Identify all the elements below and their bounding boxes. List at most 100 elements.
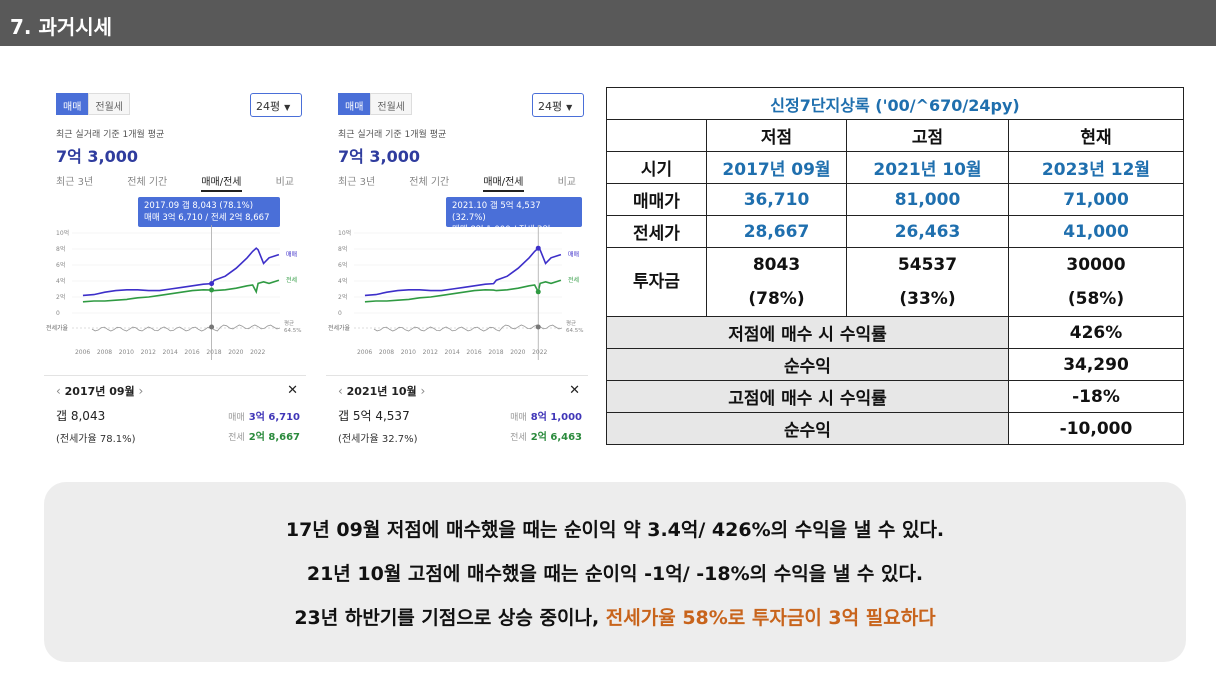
pyeong-value: 24평	[538, 100, 563, 113]
period-now: 2023년 12월	[1008, 151, 1184, 184]
col-header-now: 현재	[1008, 119, 1184, 152]
avg-label: 평균	[284, 320, 294, 327]
table-corner	[606, 119, 707, 152]
tab-sale[interactable]: 매매	[338, 93, 371, 115]
pyeong-value: 24평	[256, 100, 281, 113]
period-filters: 최근 3년 전체 기간 매매/전세 비교	[338, 173, 576, 192]
period-filters: 최근 3년 전체 기간 매매/전세 비교	[56, 173, 294, 192]
deal-type-tabs: 매매 전월세	[338, 93, 413, 115]
filter-sale-jeonse[interactable]: 매매/전세	[483, 173, 524, 192]
x-tick-label: 2014	[163, 349, 178, 356]
x-tick-label: 2006	[75, 349, 90, 356]
close-icon[interactable]: ✕	[569, 383, 580, 398]
selected-month: 2021년 10월	[346, 385, 417, 398]
x-tick-label: 2016	[184, 349, 199, 356]
average-price: 7억 3,000	[56, 147, 139, 166]
summary-value: 34,290	[1008, 348, 1184, 381]
invest-now: 30000 (58%)	[1008, 247, 1184, 317]
summary-label: 순수익	[606, 412, 1009, 445]
chevron-left-icon[interactable]: ‹	[56, 384, 61, 398]
invest-amount: 54537	[897, 255, 958, 275]
table-row: 저점에 매수 시 수익률 426%	[606, 316, 1184, 349]
sale-series-line	[364, 247, 562, 297]
price-chart[interactable]: 10억 8억 6억 4억 2억 0 2006 2008 2010 2012 2014 2016 2018…	[326, 225, 588, 360]
table-row: 순수익 34,290	[606, 348, 1184, 381]
avg-value: 64.5%	[284, 328, 301, 334]
average-label: 최근 실거래 기준 1개월 평균	[338, 130, 447, 140]
x-tick-label: 2010	[119, 349, 134, 356]
sale-value: 3억 6,710	[248, 412, 300, 423]
sale-marker-dot	[209, 281, 215, 287]
ratio-label: 전세가율	[46, 324, 69, 332]
invest-low: 8043 (78%)	[706, 247, 847, 317]
ratio-series-line	[91, 324, 281, 332]
chevron-right-icon[interactable]: ›	[420, 384, 426, 398]
table-title: 신정7단지상록 ('00/^670/24py)	[606, 87, 1184, 120]
close-icon[interactable]: ✕	[287, 383, 298, 398]
x-tick-label: 2014	[445, 349, 460, 356]
invest-high: 54537 (33%)	[846, 247, 1009, 317]
x-tick-label: 2010	[401, 349, 416, 356]
filter-recent-3y[interactable]: 최근 3년	[56, 177, 94, 188]
price-detail: 매매 8억 1,000 전세 2억 6,463	[510, 408, 582, 448]
filter-all-period[interactable]: 전체 기간	[127, 177, 168, 188]
sale-label: 매매	[510, 413, 527, 423]
gap-value: 갭 5억 4,537	[338, 409, 410, 423]
conclusion-highlight: 전세가율 58%로 투자금이 3억 필요하다	[605, 607, 936, 629]
sale-low: 36,710	[706, 183, 847, 216]
filter-sale-jeonse[interactable]: 매매/전세	[201, 173, 242, 192]
x-tick-label: 2020	[228, 349, 243, 356]
invest-pct: (58%)	[1067, 289, 1125, 309]
average-price: 7억 3,000	[338, 147, 421, 166]
invest-amount: 30000	[1066, 255, 1126, 275]
table-row: 매매가 36,710 81,000 71,000	[606, 183, 1184, 216]
jeonse-high: 26,463	[846, 215, 1009, 248]
price-chart-panel-1: 매매 전월세 24평 ▼ 최근 실거래 기준 1개월 평균 7억 3,000 최근…	[44, 85, 306, 455]
price-chart-panel-2: 매매 전월세 24평 ▼ 최근 실거래 기준 1개월 평균 7억 3,000 최근…	[326, 85, 588, 455]
ratio-series-line	[373, 324, 563, 332]
sale-label: 매매	[228, 413, 245, 423]
sale-high: 81,000	[846, 183, 1009, 216]
chevron-left-icon[interactable]: ‹	[338, 384, 343, 398]
summary-label: 순수익	[606, 348, 1009, 381]
x-tick-label: 2008	[379, 349, 394, 356]
gap-value: 갭 8,043	[56, 409, 106, 423]
x-tick-label: 2012	[423, 349, 438, 356]
avg-label: 평균	[566, 320, 576, 327]
y-tick-label: 8억	[338, 245, 347, 253]
y-tick-label: 2억	[338, 293, 347, 301]
filter-compare[interactable]: 비교	[275, 177, 294, 188]
month-navigator: ‹ 2017년 09월 › ✕	[56, 383, 298, 399]
tooltip-prices: 매매 3억 6,710 / 전세 2억 8,667	[144, 213, 270, 223]
tooltip-prices: 매매 8억 1,000 / 전세 2억 6,463	[452, 225, 551, 247]
conclusion-line-2: 21년 10월 고점에 매수했을 때는 순이익 -1억/ -18%의 수익을 낼…	[306, 563, 924, 585]
ratio-marker-dot	[535, 324, 541, 330]
y-tick-label: 4억	[56, 277, 65, 285]
period-high: 2021년 10월	[846, 151, 1009, 184]
chevron-right-icon[interactable]: ›	[138, 384, 144, 398]
y-tick-label: 0	[338, 310, 342, 317]
pyeong-select[interactable]: 24평 ▼	[250, 93, 302, 117]
filter-recent-3y[interactable]: 최근 3년	[338, 177, 376, 188]
y-tick-label: 0	[56, 310, 60, 317]
chart-tooltip: 2017.09 갭 8,043 (78.1%) 매매 3억 6,710 / 전세…	[138, 197, 280, 227]
tab-rent[interactable]: 전월세	[88, 93, 131, 115]
y-tick-label: 8억	[56, 245, 65, 253]
filter-compare[interactable]: 비교	[557, 177, 576, 188]
filter-all-period[interactable]: 전체 기간	[409, 177, 450, 188]
table-row: 순수익 -10,000	[606, 412, 1184, 445]
ratio-marker-dot	[209, 324, 215, 330]
section-header: 7. 과거시세	[0, 0, 1216, 46]
summary-label: 저점에 매수 시 수익률	[606, 316, 1009, 349]
price-chart[interactable]: 10억 8억 6억 4억 2억 0 2006 2008 2010 2012 2014 2016 2018…	[44, 225, 306, 360]
jeonse-now: 41,000	[1008, 215, 1184, 248]
divider	[326, 375, 588, 376]
tab-sale[interactable]: 매매	[56, 93, 89, 115]
tab-rent[interactable]: 전월세	[370, 93, 413, 115]
sale-series-label: 매매	[286, 251, 297, 259]
selected-month: 2017년 09월	[64, 385, 135, 398]
pyeong-select[interactable]: 24평 ▼	[532, 93, 584, 117]
y-tick-label: 6억	[56, 261, 65, 269]
row-label-period: 시기	[606, 151, 707, 184]
average-label: 최근 실거래 기준 1개월 평균	[56, 130, 165, 140]
